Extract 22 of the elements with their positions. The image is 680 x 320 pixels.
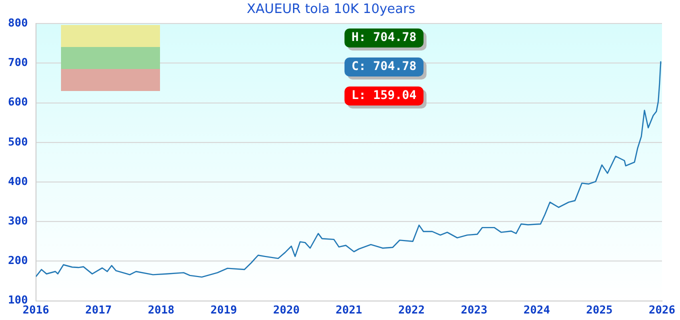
y-tick-label: 500 — [8, 135, 28, 148]
chart-title: XAUEUR tola 10K 10years — [246, 2, 416, 18]
x-tick-label: 2023 — [460, 303, 488, 316]
x-tick-label: 2026 — [648, 303, 676, 316]
y-tick-label: 400 — [8, 174, 28, 188]
x-tick-label: 2022 — [398, 303, 425, 316]
y-tick-label: 600 — [8, 96, 28, 109]
x-tick-label: 2018 — [148, 303, 174, 316]
x-tick-label: 2017 — [85, 303, 112, 316]
annotation: C: 704.78 — [351, 59, 417, 74]
x-tick-label: 2016 — [22, 303, 50, 316]
x-tick-label: 2025 — [586, 303, 613, 316]
annotation: L: 159.04 — [351, 88, 417, 102]
y-tick-label: 200 — [8, 254, 28, 268]
y-tick-label: 800 — [8, 16, 28, 30]
annotation: H: 704.78 — [351, 30, 417, 44]
y-tick-label: 300 — [8, 214, 28, 228]
x-tick-label: 2021 — [336, 303, 363, 316]
x-tick-label: 2024 — [524, 303, 550, 316]
x-tick-label: 2019 — [210, 303, 237, 316]
x-tick-label: 2020 — [273, 303, 300, 316]
y-tick-label: 700 — [8, 56, 28, 70]
